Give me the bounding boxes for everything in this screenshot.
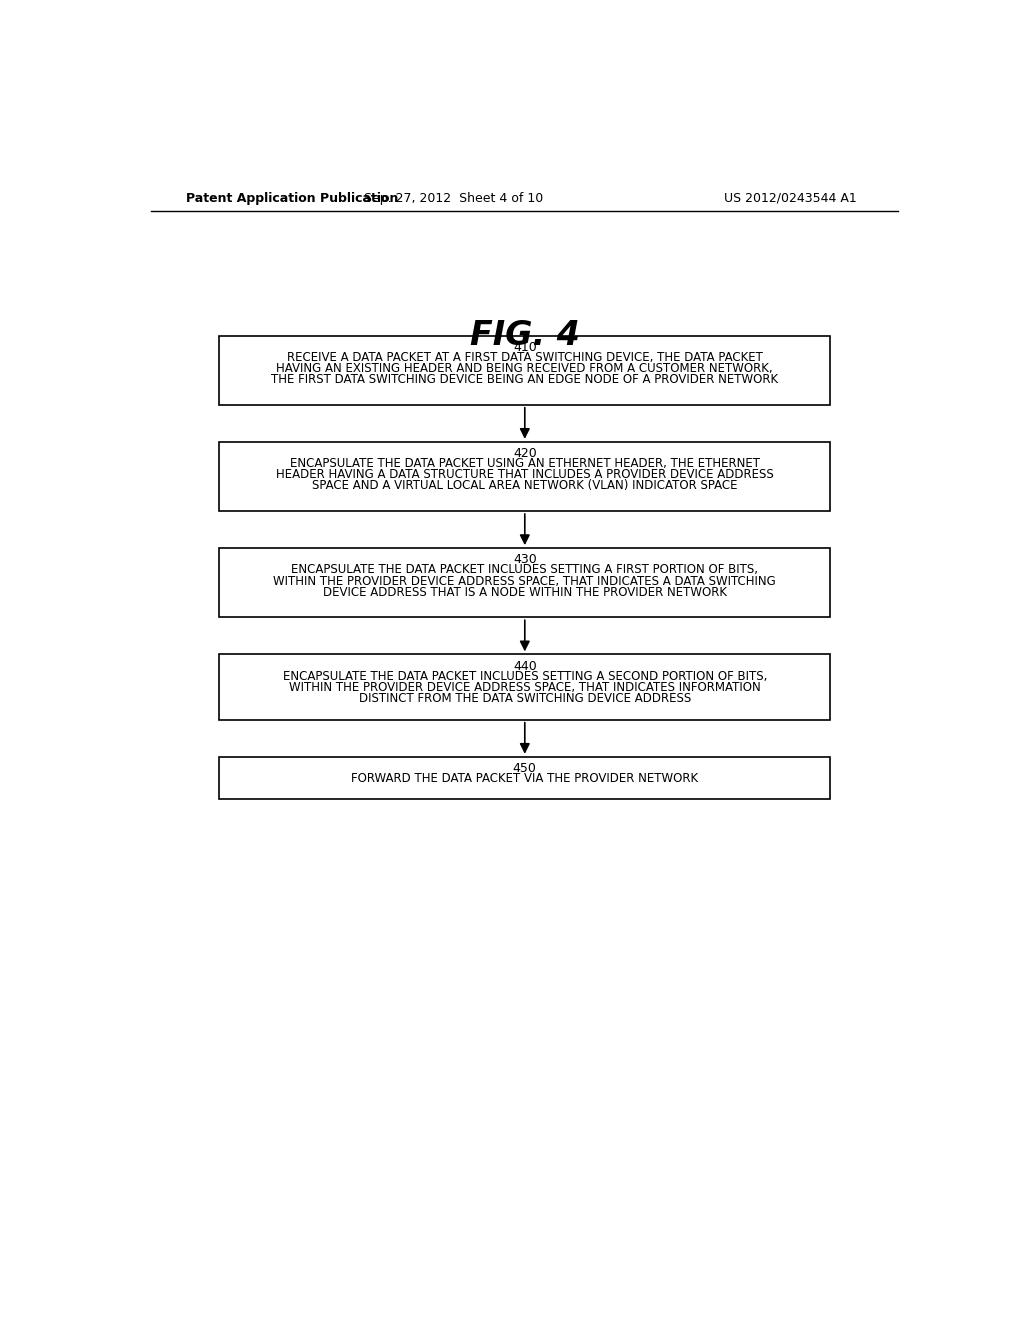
Text: FIG. 4: FIG. 4: [470, 319, 580, 352]
Text: FORWARD THE DATA PACKET VIA THE PROVIDER NETWORK: FORWARD THE DATA PACKET VIA THE PROVIDER…: [351, 772, 698, 785]
Text: 420: 420: [513, 447, 537, 461]
Text: Sep. 27, 2012  Sheet 4 of 10: Sep. 27, 2012 Sheet 4 of 10: [364, 191, 543, 205]
Bar: [219, 335, 830, 405]
Text: SPACE AND A VIRTUAL LOCAL AREA NETWORK (VLAN) INDICATOR SPACE: SPACE AND A VIRTUAL LOCAL AREA NETWORK (…: [312, 479, 737, 492]
Text: ENCAPSULATE THE DATA PACKET INCLUDES SETTING A SECOND PORTION OF BITS,: ENCAPSULATE THE DATA PACKET INCLUDES SET…: [283, 669, 767, 682]
Bar: [219, 548, 830, 618]
Text: RECEIVE A DATA PACKET AT A FIRST DATA SWITCHING DEVICE, THE DATA PACKET: RECEIVE A DATA PACKET AT A FIRST DATA SW…: [287, 351, 763, 364]
Bar: [219, 442, 830, 511]
Text: ENCAPSULATE THE DATA PACKET INCLUDES SETTING A FIRST PORTION OF BITS,: ENCAPSULATE THE DATA PACKET INCLUDES SET…: [291, 564, 759, 577]
Text: 450: 450: [513, 762, 537, 775]
Text: DISTINCT FROM THE DATA SWITCHING DEVICE ADDRESS: DISTINCT FROM THE DATA SWITCHING DEVICE …: [358, 692, 691, 705]
Text: US 2012/0243544 A1: US 2012/0243544 A1: [724, 191, 856, 205]
Text: 430: 430: [513, 553, 537, 566]
Text: DEVICE ADDRESS THAT IS A NODE WITHIN THE PROVIDER NETWORK: DEVICE ADDRESS THAT IS A NODE WITHIN THE…: [323, 586, 727, 599]
Text: WITHIN THE PROVIDER DEVICE ADDRESS SPACE, THAT INDICATES A DATA SWITCHING: WITHIN THE PROVIDER DEVICE ADDRESS SPACE…: [273, 574, 776, 587]
Text: WITHIN THE PROVIDER DEVICE ADDRESS SPACE, THAT INDICATES INFORMATION: WITHIN THE PROVIDER DEVICE ADDRESS SPACE…: [289, 681, 761, 694]
Text: 410: 410: [513, 341, 537, 354]
Text: THE FIRST DATA SWITCHING DEVICE BEING AN EDGE NODE OF A PROVIDER NETWORK: THE FIRST DATA SWITCHING DEVICE BEING AN…: [271, 374, 778, 387]
Text: HAVING AN EXISTING HEADER AND BEING RECEIVED FROM A CUSTOMER NETWORK,: HAVING AN EXISTING HEADER AND BEING RECE…: [276, 362, 773, 375]
Text: Patent Application Publication: Patent Application Publication: [186, 191, 398, 205]
Text: 440: 440: [513, 660, 537, 673]
Bar: [219, 756, 830, 799]
Text: ENCAPSULATE THE DATA PACKET USING AN ETHERNET HEADER, THE ETHERNET: ENCAPSULATE THE DATA PACKET USING AN ETH…: [290, 457, 760, 470]
Bar: [219, 655, 830, 719]
Text: HEADER HAVING A DATA STRUCTURE THAT INCLUDES A PROVIDER DEVICE ADDRESS: HEADER HAVING A DATA STRUCTURE THAT INCL…: [275, 469, 774, 482]
